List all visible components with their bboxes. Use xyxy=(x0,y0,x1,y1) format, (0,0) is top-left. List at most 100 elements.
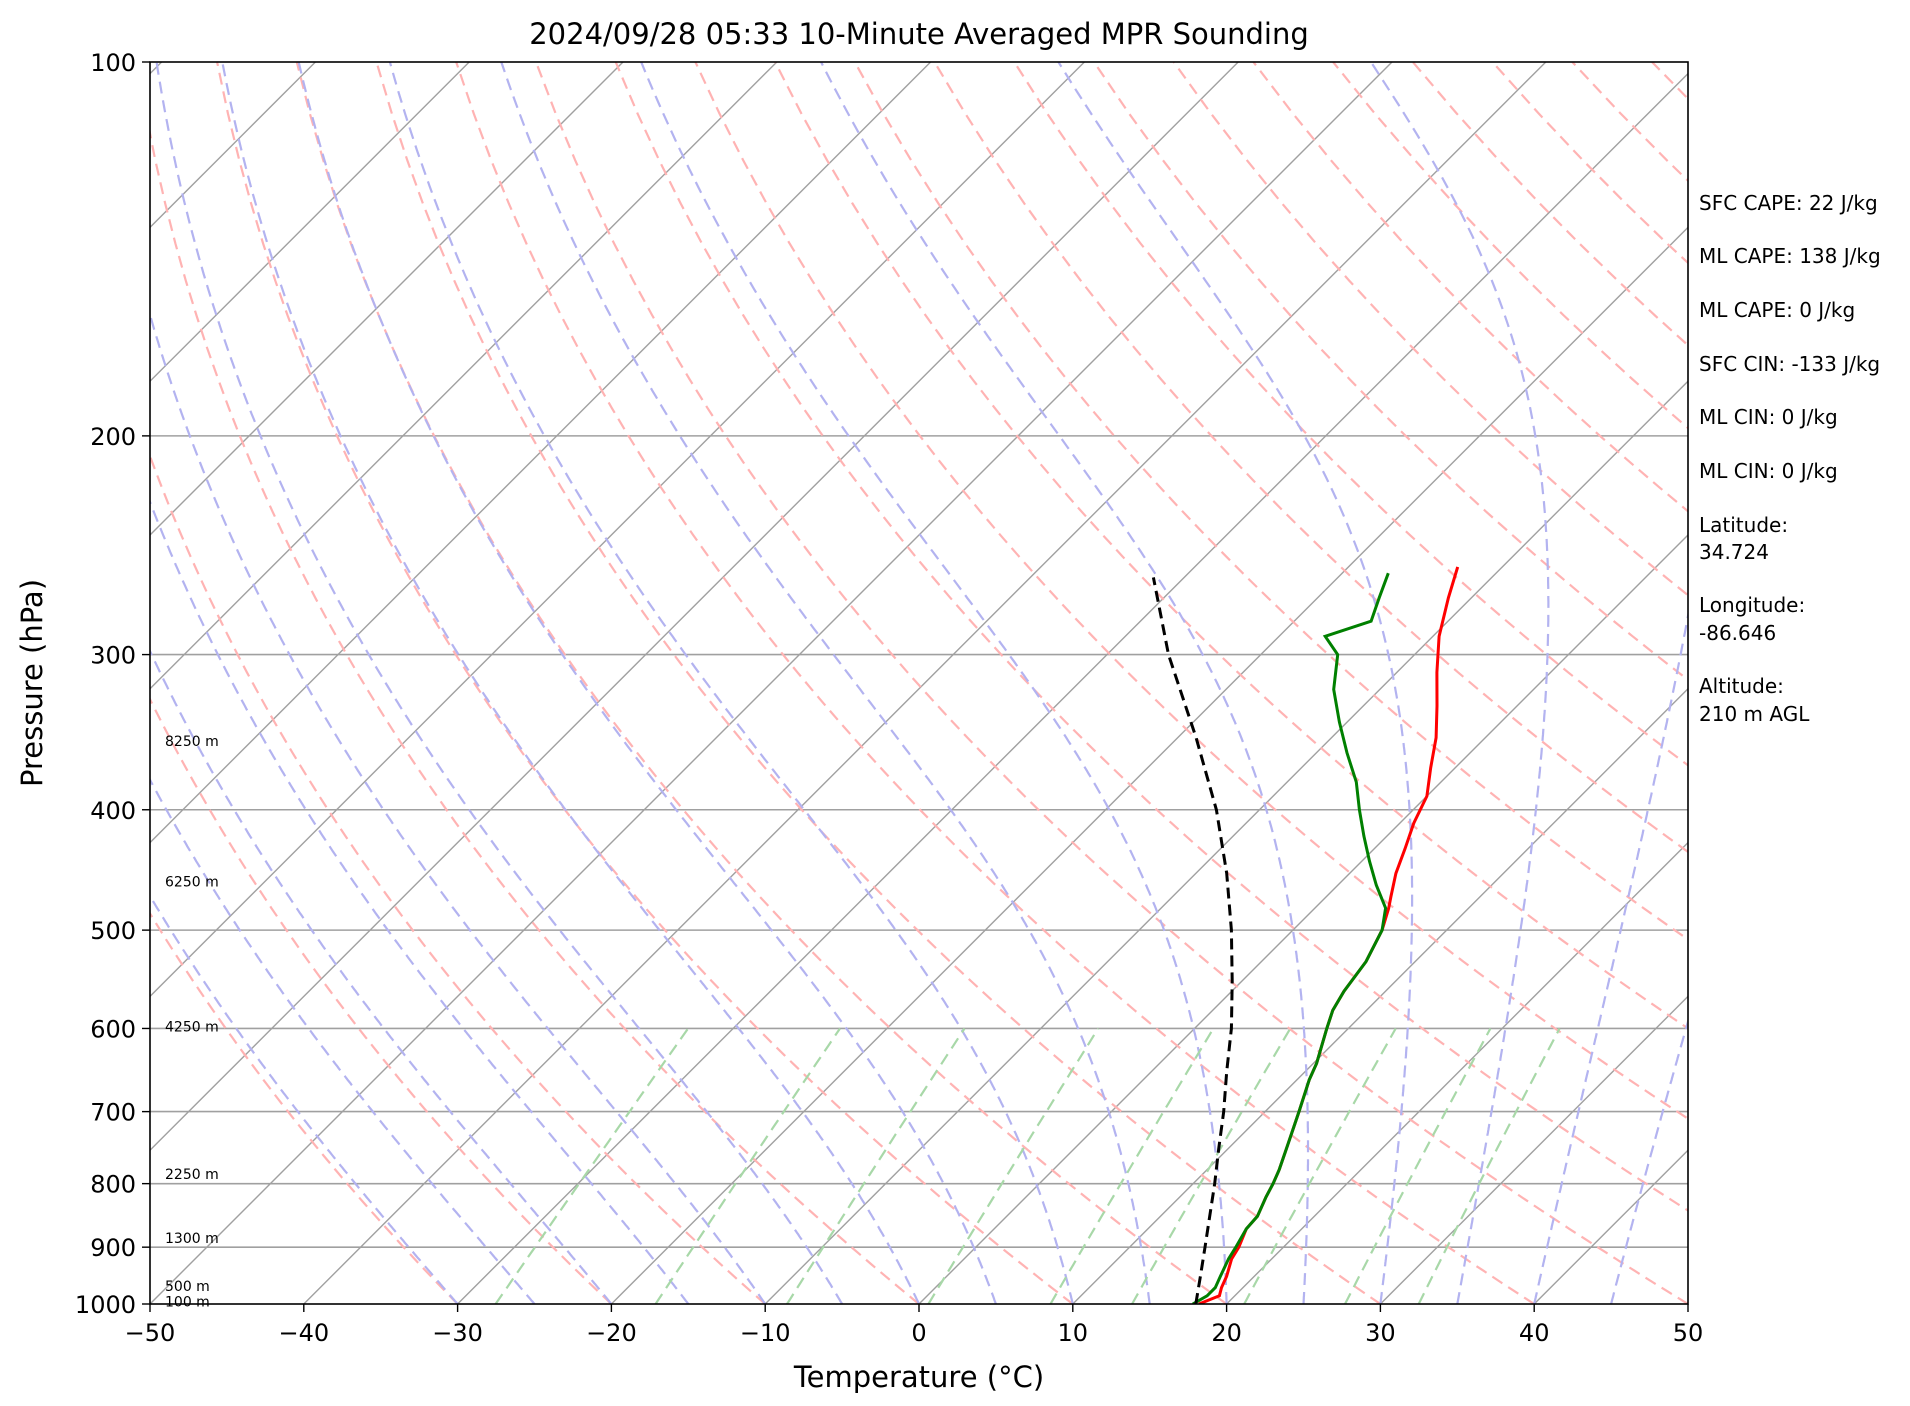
stat-sfc-cin: SFC CIN: -133 J/kg xyxy=(1699,352,1880,376)
x-tick-label: 0 xyxy=(911,1319,926,1347)
dry-adiabat xyxy=(295,62,1228,1304)
dry-adiabat xyxy=(853,62,1688,941)
isotherm-30 xyxy=(1379,995,1688,1304)
mixing-ratio-line xyxy=(1131,1027,1292,1304)
isotherm-10 xyxy=(1072,687,1688,1304)
series-dewpoint-line xyxy=(1192,572,1390,1304)
isotherm-20 xyxy=(1226,841,1688,1304)
altitude-label: 4250 m xyxy=(165,1020,219,1036)
mixing-ratio-line xyxy=(1417,1027,1561,1304)
moist-adiabat xyxy=(150,310,767,1304)
x-tick-label: 20 xyxy=(1211,1319,1242,1347)
y-tick-label: 600 xyxy=(90,1015,136,1043)
dry-adiabat xyxy=(150,911,459,1304)
dry-adiabat xyxy=(614,62,1688,1212)
stat-sfc-cape: SFC CAPE: 22 J/kg xyxy=(1699,191,1878,215)
moist-adiabat xyxy=(500,62,1151,1304)
mixing-ratio-line xyxy=(654,1027,841,1304)
mixing-ratio-line xyxy=(1344,1027,1492,1304)
isotherm--100 xyxy=(150,62,624,536)
y-tick-label: 500 xyxy=(90,917,136,945)
longitude-value: -86.646 xyxy=(1699,621,1776,645)
isotherm--30 xyxy=(457,72,1688,1304)
y-tick-label: 700 xyxy=(90,1099,136,1127)
altitude-label: 500 m xyxy=(165,1279,210,1295)
altitude-label: 1300 m xyxy=(165,1231,219,1247)
x-tick-label: −30 xyxy=(432,1319,483,1347)
y-tick-label: 200 xyxy=(90,423,136,451)
altitude-label: 8250 m xyxy=(165,734,219,750)
isotherm--90 xyxy=(150,62,778,690)
isotherm--80 xyxy=(150,62,932,844)
x-tick-label: −50 xyxy=(125,1319,176,1347)
x-tick-label: 30 xyxy=(1365,1319,1396,1347)
stat-ml-cin: ML CIN: 0 J/kg xyxy=(1699,405,1838,429)
isotherm--10 xyxy=(764,380,1688,1304)
y-tick-label: 900 xyxy=(90,1234,136,1262)
x-tick-label: −10 xyxy=(740,1319,791,1347)
data-lines xyxy=(1151,566,1460,1304)
dry-adiabat xyxy=(375,62,1382,1304)
altitude-label: 2250 m xyxy=(165,1167,219,1183)
isotherm--20 xyxy=(610,226,1688,1304)
latitude-label: Latitude: xyxy=(1699,513,1788,537)
isotherm--70 xyxy=(150,62,1085,998)
moist-adiabat xyxy=(1370,62,1550,1304)
y-tick-label: 100 xyxy=(90,49,136,77)
altitude-label: Altitude: xyxy=(1699,674,1784,698)
dry-adiabat xyxy=(933,62,1688,854)
moist-adiabat xyxy=(1533,610,1688,1304)
moist-adiabat xyxy=(640,62,1228,1304)
dry-adiabat xyxy=(150,452,766,1304)
mixing-ratio-line xyxy=(1049,1027,1215,1304)
moist-adiabat xyxy=(1057,62,1414,1304)
mixing-ratio-line xyxy=(494,1027,689,1304)
dry-adiabat xyxy=(774,62,1688,1030)
chart-title: 2024/09/28 05:33 10-Minute Averaged MPR … xyxy=(529,17,1309,51)
latitude-value: 34.724 xyxy=(1699,540,1769,564)
x-tick-label: −40 xyxy=(278,1319,329,1347)
altitude-label: 6250 m xyxy=(165,875,219,891)
mixing-ratio-line xyxy=(786,1027,966,1304)
moist-adiabat xyxy=(297,62,997,1304)
longitude-label: Longitude: xyxy=(1699,593,1805,617)
dry-adiabat xyxy=(1172,62,1688,597)
x-tick-label: 50 xyxy=(1673,1319,1704,1347)
x-tick-label: −20 xyxy=(586,1319,637,1347)
y-tick-label: 300 xyxy=(90,642,136,670)
moist-adiabat xyxy=(155,62,844,1304)
altitude-value: 210 m AGL xyxy=(1699,702,1810,726)
dry-adiabat xyxy=(216,62,1074,1304)
dry-adiabat xyxy=(150,127,920,1304)
y-axis-label: Pressure (hPa) xyxy=(15,579,49,787)
series-parcel-line xyxy=(1151,577,1234,1304)
isotherm--60 xyxy=(150,62,1239,1152)
stat-ml-cape: ML CAPE: 138 J/kg xyxy=(1699,244,1881,268)
stat-ml-cape-2: ML CAPE: 0 J/kg xyxy=(1699,298,1855,322)
moist-adiabat xyxy=(221,62,921,1304)
moist-adiabat xyxy=(150,648,613,1304)
moist-adiabat xyxy=(150,499,690,1304)
y-tick-label: 800 xyxy=(90,1171,136,1199)
stats-panel: SFC CAPE: 22 J/kg ML CAPE: 138 J/kg ML C… xyxy=(1699,191,1881,726)
axis-ticks: −50 −40 −30 −20 −10 0 10 20 30 40 50 100 200 300 400 50… xyxy=(75,49,1703,1347)
x-tick-label: 10 xyxy=(1058,1319,1089,1347)
altitude-label: 100 m xyxy=(165,1294,210,1310)
y-tick-label: 1000 xyxy=(75,1291,136,1319)
moist-adiabat xyxy=(820,62,1310,1304)
dry-adiabat xyxy=(150,696,613,1304)
x-axis-label: Temperature (°C) xyxy=(793,1360,1044,1394)
dry-adiabat xyxy=(694,62,1688,1121)
moist-adiabat xyxy=(388,62,1074,1304)
mixing-ratio-line xyxy=(1243,1027,1397,1304)
isotherm--50 xyxy=(150,62,1393,1304)
dry-adiabat xyxy=(455,62,1535,1304)
mixing-ratio-line xyxy=(927,1027,1100,1304)
moist-adiabat xyxy=(150,893,459,1304)
x-tick-label: 40 xyxy=(1519,1319,1550,1347)
background-lines xyxy=(150,62,1688,1304)
y-tick-label: 400 xyxy=(90,797,136,825)
